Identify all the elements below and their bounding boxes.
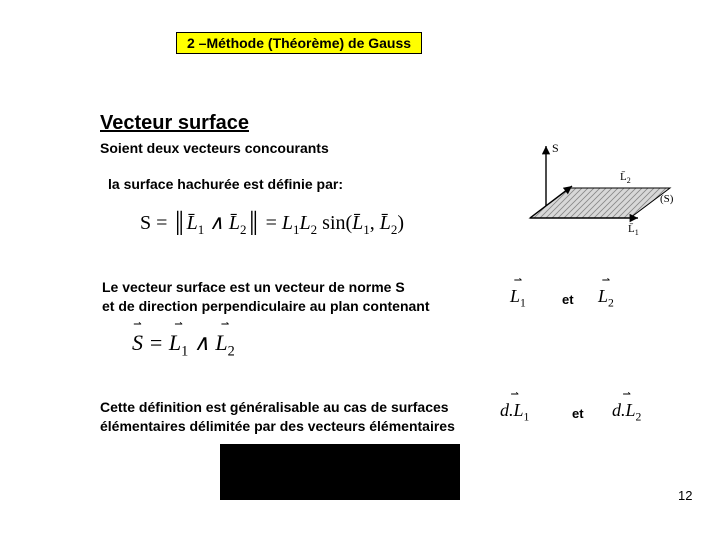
para2-line-b: élémentaires délimitée par des vecteurs … [100, 418, 455, 434]
page-number: 12 [678, 488, 692, 503]
symbol-l2: ⇀L2 [598, 286, 614, 310]
section-heading: Vecteur surface [100, 112, 249, 135]
formula-surface-norm: S = ║L̄1 ∧ L̄2║ = L1L2 sin(L̄1, L̄2) [140, 210, 404, 238]
redacted-block [220, 444, 460, 500]
paragraph-vector-surface: Le vecteur surface est un vecteur de nor… [102, 278, 430, 316]
diagram-s-label: S [552, 141, 559, 155]
formula-vector-surface: ⇀S = ⇀L1 ∧ ⇀L2 [132, 330, 235, 360]
symbol-l1: ⇀L1 [510, 286, 526, 310]
surface-vector-diagram: S L̄2 L̄1 (S) [510, 140, 690, 240]
diagram-l1-label: L̄1 [628, 223, 639, 237]
para1-line-b: et de direction perpendiculaire au plan … [102, 298, 430, 314]
para2-line-a: Cette définition est généralisable au ca… [100, 399, 449, 415]
diagram-l2-label: L̄2 [620, 171, 631, 185]
title-highlight: 2 –Méthode (Théorème) de Gauss [176, 32, 422, 54]
symbol-dl2: ⇀d.L2 [612, 400, 641, 424]
connector-et-2: et [572, 406, 584, 421]
diagram-surf-label: (S) [660, 193, 674, 205]
intro-line-1: Soient deux vecteurs concourants [100, 140, 329, 156]
symbol-dl1: ⇀d.L1 [500, 400, 529, 424]
para1-line-a: Le vecteur surface est un vecteur de nor… [102, 279, 405, 295]
intro-line-2: la surface hachurée est définie par: [108, 176, 343, 192]
paragraph-generalization: Cette définition est généralisable au ca… [100, 398, 455, 436]
connector-et-1: et [562, 292, 574, 307]
